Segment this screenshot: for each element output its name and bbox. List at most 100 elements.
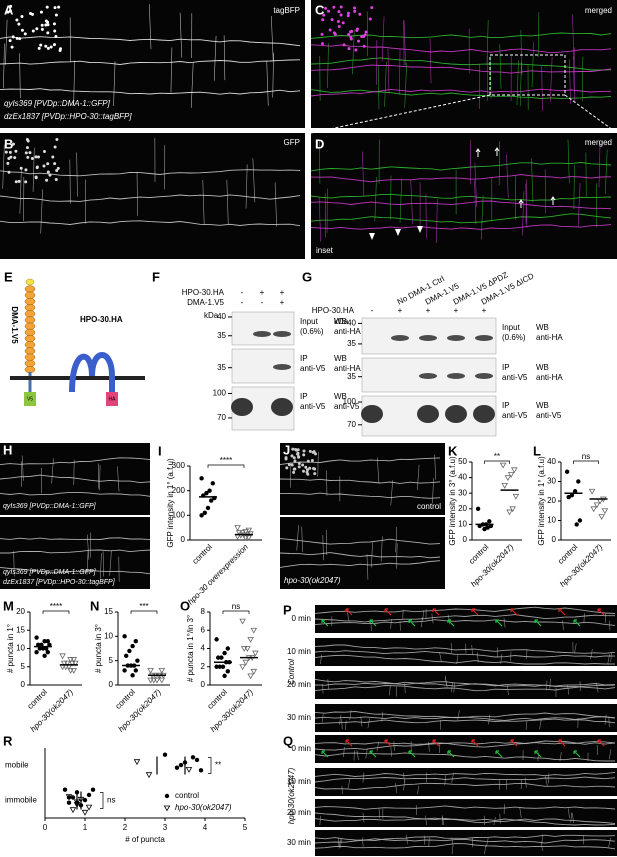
data-point: [222, 673, 227, 679]
branch: [395, 526, 398, 553]
neurite: [0, 491, 151, 497]
soma-puncta: [45, 5, 49, 9]
neurite: [310, 162, 612, 172]
branch: [113, 61, 116, 107]
y-axis-label: GFP intensity in 1° (a.f.u): [166, 458, 175, 548]
branch: [266, 60, 269, 106]
x-tick-label: 1: [83, 823, 88, 832]
panel-label: D: [315, 136, 324, 151]
neurite: [314, 712, 616, 720]
branch: [179, 12, 183, 58]
branch: [296, 525, 299, 551]
soma-puncta: [308, 449, 312, 453]
branch: [349, 710, 352, 721]
branch: [226, 179, 229, 224]
fraction-label: Input: [502, 323, 521, 332]
panel-label: C: [315, 2, 325, 17]
time-label: 30 min: [287, 838, 311, 847]
data-point: [250, 627, 258, 634]
x-tick-label: 0: [43, 823, 48, 832]
significance: ns: [232, 602, 240, 611]
branch: [604, 613, 607, 624]
soma-puncta: [18, 37, 22, 41]
data-point: [70, 668, 78, 674]
soma-puncta: [294, 447, 298, 451]
time-label: 0 min: [291, 614, 311, 623]
soma-puncta: [24, 180, 28, 184]
data-point: [124, 653, 129, 658]
data-point: [247, 636, 254, 643]
neurite: [0, 220, 301, 227]
data-point: [569, 492, 575, 498]
branch: [439, 651, 442, 662]
soma-puncta: [7, 157, 11, 161]
band: [447, 335, 465, 341]
arrow: [408, 750, 416, 758]
panel-label: I: [158, 443, 162, 458]
branch: [339, 838, 343, 849]
soma-puncta: [52, 43, 56, 47]
time-label: 20 min: [287, 808, 311, 817]
branch: [13, 551, 15, 577]
branch: [367, 718, 370, 729]
branch: [609, 749, 612, 760]
soma-puncta: [46, 162, 50, 166]
genotype: dzEx1837 [PVDp::HPO-30::tagBFP]: [4, 112, 132, 121]
soma-puncta: [304, 465, 308, 469]
band: [231, 398, 253, 416]
neurite: [310, 57, 612, 71]
v5-tag: [24, 392, 36, 406]
branch: [321, 712, 324, 723]
soma-puncta: [45, 178, 49, 182]
soma-puncta: [4, 150, 8, 154]
branch: [384, 61, 387, 107]
data-point: [509, 506, 516, 513]
branch: [506, 154, 509, 199]
branch: [442, 816, 445, 826]
data-point: [198, 768, 204, 773]
data-point: [158, 677, 166, 684]
branch: [374, 177, 377, 222]
y-tick-label: 30: [547, 477, 556, 486]
soma-puncta: [54, 35, 58, 39]
data-point: [67, 657, 74, 663]
branch: [474, 180, 477, 225]
branch: [387, 49, 390, 94]
branch: [567, 808, 570, 819]
soma-puncta: [53, 6, 57, 10]
branch: [444, 775, 447, 786]
soma-puncta: [292, 456, 296, 460]
soma-puncta: [287, 463, 291, 467]
panel-label: P: [283, 602, 292, 617]
y-tick-label: 50: [458, 457, 467, 466]
data-point: [245, 535, 253, 541]
data-point: [133, 668, 138, 673]
branch: [537, 12, 540, 58]
data-point: [62, 787, 68, 792]
soma-puncta: [44, 23, 48, 27]
soma-puncta: [354, 48, 358, 52]
branch: [519, 807, 522, 818]
neurite: [314, 782, 616, 791]
branch: [531, 158, 534, 203]
branch: [360, 716, 363, 727]
neurite: [279, 457, 441, 466]
branch: [572, 14, 575, 60]
data-point: [90, 787, 96, 792]
branch: [356, 750, 359, 761]
branch: [86, 549, 89, 575]
branch: [549, 57, 553, 102]
branch: [381, 711, 383, 722]
branch: [3, 43, 5, 89]
branch: [572, 56, 575, 102]
soma-puncta: [336, 20, 340, 24]
arrow: [447, 750, 455, 758]
soma-puncta: [35, 27, 39, 31]
micrograph: [315, 704, 617, 732]
domain: [24, 359, 36, 367]
probe-label: anti-V5: [334, 402, 360, 411]
branch: [377, 457, 380, 483]
soma-puncta: [328, 28, 332, 32]
arrow: [573, 750, 581, 758]
branch: [378, 808, 381, 819]
